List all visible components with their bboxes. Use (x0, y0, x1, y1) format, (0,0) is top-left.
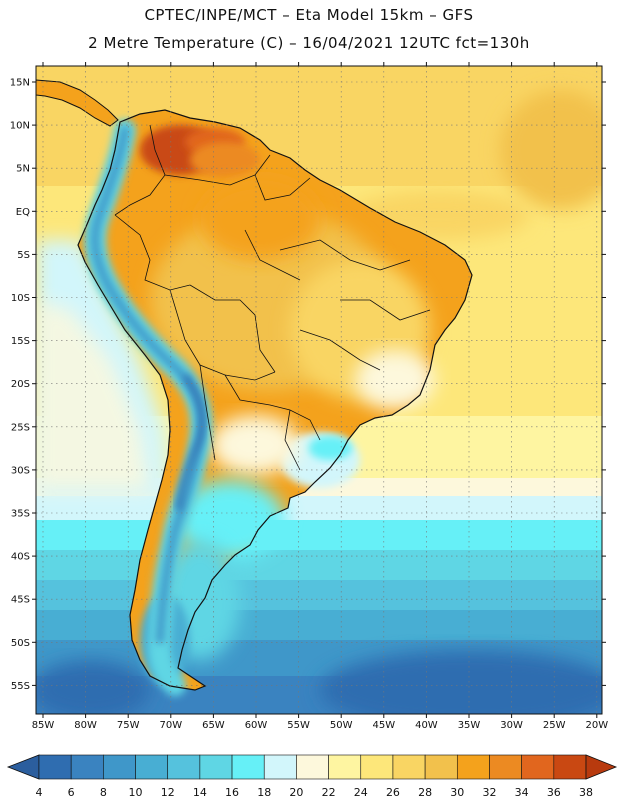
central-america-land (36, 80, 118, 126)
colorbar-swatch (135, 754, 169, 780)
lat-tick-label: 30S (11, 465, 30, 476)
colorbar-swatch (489, 754, 522, 780)
colorbar-swatch (103, 754, 136, 780)
lon-tick-label: 40W (415, 720, 438, 731)
lat-tick-label: 20S (11, 379, 30, 390)
colorbar-swatch (231, 754, 265, 780)
warm-ocean-patch (500, 90, 602, 210)
lon-tick-label: 75W (117, 720, 140, 731)
colorbar-swatch (296, 754, 329, 780)
colorbar-label: 20 (289, 786, 303, 799)
lon-tick-label: 55W (287, 720, 310, 731)
lat-tick-label: 40S (11, 552, 30, 563)
andes-cold-core (91, 126, 206, 644)
land-temp-16 (308, 436, 352, 460)
colorbar-label: 34 (515, 786, 529, 799)
lat-tick-label: 15N (10, 78, 30, 89)
cold-ocean-patch (320, 650, 602, 714)
colorbar-swatch (424, 754, 458, 780)
lon-tick-label: 80W (74, 720, 97, 731)
ocean-band-16 (36, 520, 602, 550)
longitude-axis: 85W 80W 75W 70W 65W 60W 55W 50W 45W 40W 35W 30W 25W 2… (32, 62, 608, 731)
colorbar-label: 36 (547, 786, 561, 799)
colorbar-swatch (521, 754, 555, 780)
colorbar-label: 12 (161, 786, 175, 799)
lon-tick-label: 20W (585, 720, 608, 731)
colorbar-label: 14 (193, 786, 207, 799)
colorbar-label: 32 (482, 786, 496, 799)
colorbar-swatch (167, 754, 201, 780)
lon-tick-label: 70W (159, 720, 182, 731)
map-title: CPTEC/INPE/MCT – Eta Model 15km – GFS (144, 6, 474, 24)
colorbar-label: 18 (257, 786, 271, 799)
andes-coldest-core (175, 373, 206, 511)
lon-tick-label: 60W (245, 720, 268, 731)
lat-tick-label: 5S (17, 250, 30, 261)
land-temp-20 (355, 350, 435, 410)
map-subtitle: 2 Metre Temperature (C) – 16/04/2021 12U… (88, 34, 530, 52)
colorbar-arrow-high (585, 754, 618, 780)
lat-tick-label: EQ (16, 207, 30, 218)
lon-tick-label: 65W (202, 720, 225, 731)
ocean-band-14 (36, 550, 602, 580)
graticule (36, 66, 602, 714)
lon-tick-label: 30W (500, 720, 523, 731)
colorbar-label: 6 (68, 786, 75, 799)
lat-tick-label: 55S (11, 681, 30, 692)
lat-tick-label: 10S (11, 293, 30, 304)
lat-tick-label: 45S (11, 595, 30, 606)
country-borders (114, 124, 431, 471)
lon-tick-label: 85W (32, 720, 55, 731)
colorbar-label: 30 (450, 786, 464, 799)
colorbar-label: 4 (36, 786, 43, 799)
colorbar-swatch (553, 754, 587, 780)
cool-pacific-region (36, 300, 150, 490)
colorbar-label: 38 (579, 786, 593, 799)
colorbar-arrow-low (6, 754, 40, 780)
colorbar-swatch (328, 754, 362, 780)
colorbar-label: 10 (129, 786, 143, 799)
colorbar-label: 26 (386, 786, 400, 799)
land-temp-16 (175, 480, 285, 560)
land-temp-20 (210, 415, 300, 475)
lon-tick-label: 25W (543, 720, 566, 731)
lon-tick-label: 45W (372, 720, 395, 731)
colorbar-label: 8 (100, 786, 107, 799)
colorbar-swatch (392, 754, 426, 780)
ocean-band-12 (36, 580, 602, 610)
colorbar-label: 16 (225, 786, 239, 799)
lat-tick-label: 10N (10, 121, 30, 132)
latitude-axis: 15N 10N 5N EQ 5S 10S 15S 20S 25S 30S 35S 40S 45S 50S 5… (10, 78, 606, 692)
cold-ocean-patch (36, 660, 150, 714)
colorbar-label: 22 (322, 786, 336, 799)
colorbar-label: 28 (418, 786, 432, 799)
colorbar-swatch (70, 754, 104, 780)
lon-tick-label: 50W (330, 720, 353, 731)
colorbar-swatch (199, 754, 233, 780)
colorbar: 4 6 8 10 12 14 16 18 20 22 24 26 28 30 32 34 36 38 (6, 754, 618, 799)
ocean-band-10 (36, 610, 602, 640)
lat-tick-label: 50S (11, 638, 30, 649)
lon-tick-label: 35W (458, 720, 481, 731)
lat-tick-label: 5N (16, 164, 30, 175)
lat-tick-label: 25S (11, 422, 30, 433)
lat-tick-label: 15S (11, 336, 30, 347)
colorbar-swatch (38, 754, 72, 780)
colorbar-swatch (456, 754, 490, 780)
map-frame (35, 65, 603, 715)
coastline (77, 109, 473, 691)
colorbar-swatch (360, 754, 394, 780)
colorbar-swatch (263, 754, 297, 780)
central-america-coastline (36, 79, 119, 127)
lat-tick-label: 35S (11, 509, 30, 520)
land-temp-32 (190, 142, 260, 178)
colorbar-label: 24 (354, 786, 368, 799)
land-temp-30 (200, 180, 320, 260)
map-panel (36, 66, 602, 714)
